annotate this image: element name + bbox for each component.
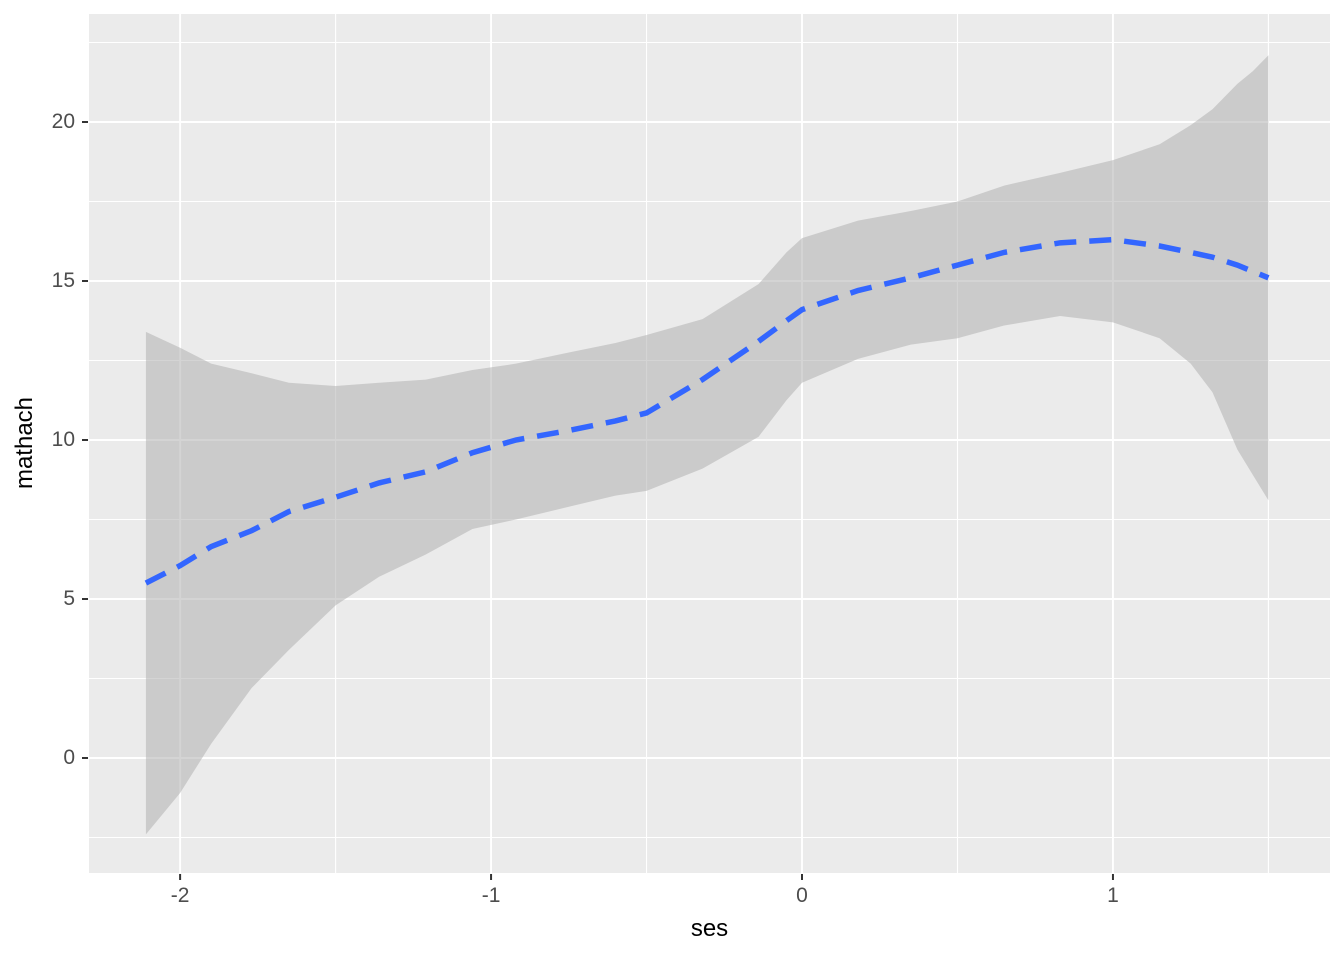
x-tick-label: 0 [796,884,808,907]
y-tick-label: 10 [51,428,75,451]
x-tick-label: 1 [1107,884,1119,907]
x-axis-title: ses [690,915,729,942]
loess-line [144,236,1270,586]
y-tick-label: 20 [51,109,75,133]
x-tick-label: -2 [170,884,190,907]
x-tick-label: -1 [481,884,501,907]
y-tick-label: 0 [63,746,75,769]
y-tick-label: 15 [51,268,75,292]
y-tick-label: 5 [63,587,75,610]
confidence-ribbon [145,55,1269,835]
y-axis-title: mathach [11,396,38,490]
